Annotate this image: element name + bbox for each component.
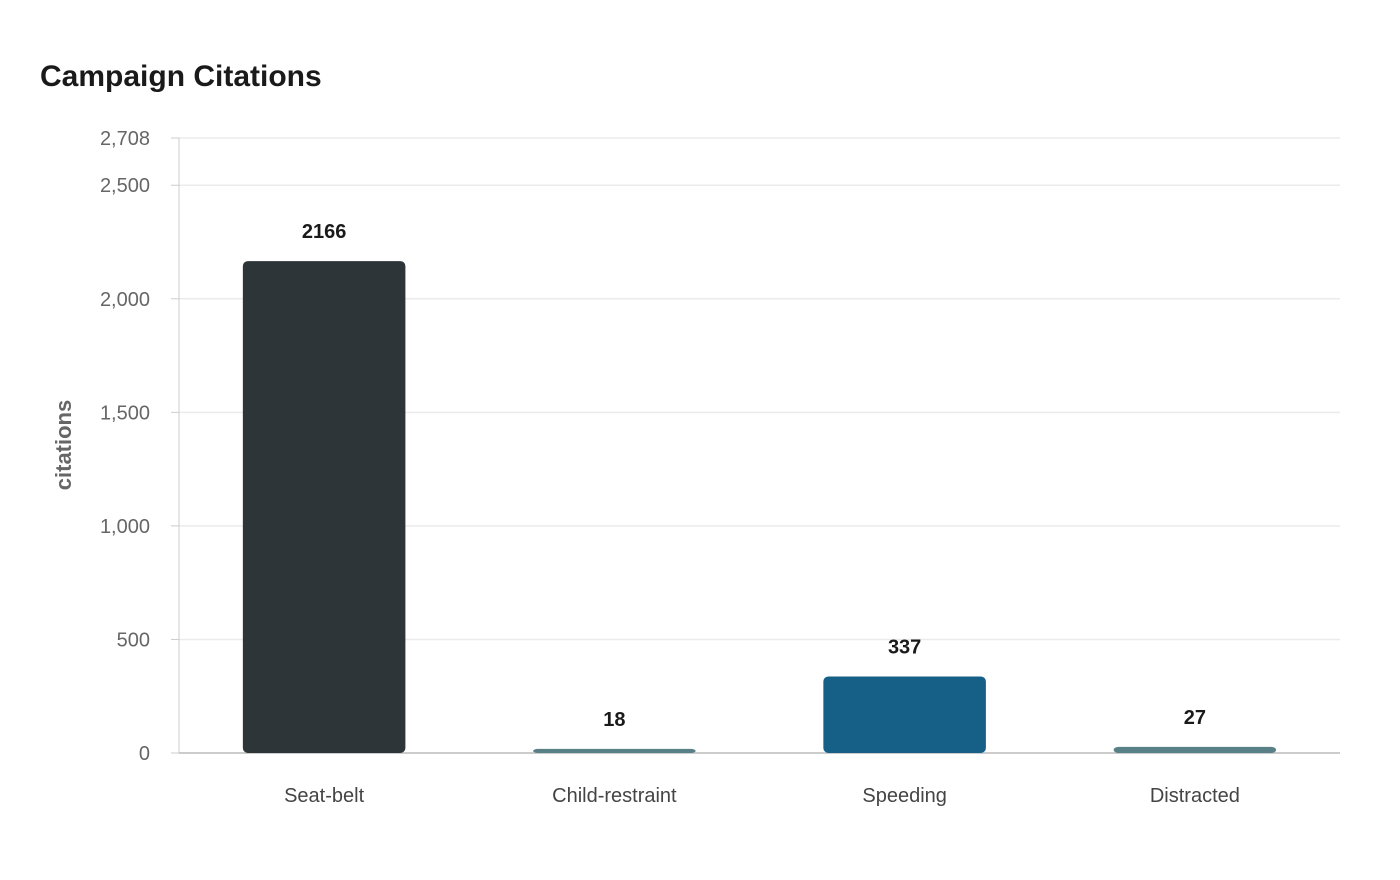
y-tick-label: 1,500 [100, 402, 150, 424]
category-labels: Seat-belt Child-restraint Speeding Distract… [284, 785, 1240, 807]
y-axis-label: citations [51, 400, 76, 490]
chart-title: Campaign Citations [40, 60, 322, 93]
value-labels: 2166 18 337 27 [302, 221, 1206, 731]
bar-seat-belt [242, 261, 406, 753]
value-label: 27 [1184, 707, 1206, 729]
category-label: Seat-belt [284, 785, 364, 807]
bar-distracted [1113, 746, 1277, 753]
value-label: 337 [888, 636, 921, 658]
y-axis-ticks: 0 500 1,000 1,500 2,000 2,500 2,708 [100, 128, 179, 765]
bars [242, 261, 1277, 753]
category-label: Distracted [1150, 785, 1240, 807]
category-label: Child-restraint [552, 785, 677, 807]
y-tick-label: 2,000 [100, 289, 150, 311]
value-label: 2166 [302, 221, 347, 243]
y-tick-label: 2,708 [100, 128, 150, 150]
bar-child-restraint [533, 748, 696, 753]
y-tick-label: 0 [139, 743, 150, 765]
bar-speeding [823, 676, 986, 753]
value-label: 18 [603, 709, 625, 731]
y-tick-label: 1,000 [100, 516, 150, 538]
y-tick-label: 2,500 [100, 175, 150, 197]
category-label: Speeding [862, 785, 947, 807]
y-tick-label: 500 [117, 629, 150, 651]
